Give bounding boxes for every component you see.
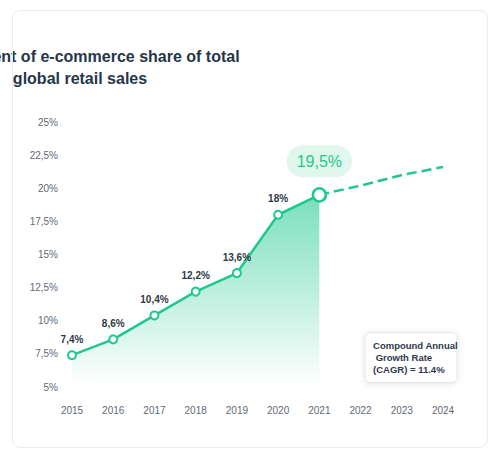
svg-text:10%: 10% xyxy=(38,315,58,326)
svg-text:25%: 25% xyxy=(38,117,58,128)
svg-text:8,6%: 8,6% xyxy=(102,318,125,329)
svg-text:2021: 2021 xyxy=(308,405,331,416)
svg-text:17,5%: 17,5% xyxy=(30,216,58,227)
svg-text:15%: 15% xyxy=(38,249,58,260)
svg-text:Compound Annual: Compound Annual xyxy=(373,340,458,351)
svg-text:Development of e-commerce shar: Development of e-commerce share of total xyxy=(0,48,244,65)
svg-text:2017: 2017 xyxy=(143,405,166,416)
svg-text:18%: 18% xyxy=(268,193,288,204)
svg-text:global retail sales: global retail sales xyxy=(13,70,147,87)
svg-text:12,2%: 12,2% xyxy=(181,270,209,281)
svg-text:22,5%: 22,5% xyxy=(30,150,58,161)
svg-text:2020: 2020 xyxy=(267,405,290,416)
svg-text:7,5%: 7,5% xyxy=(35,348,58,359)
svg-text:13,6%: 13,6% xyxy=(223,252,251,263)
svg-text:7,4%: 7,4% xyxy=(61,334,84,345)
svg-text:20%: 20% xyxy=(38,183,58,194)
svg-text:5%: 5% xyxy=(44,382,59,393)
svg-text:2024: 2024 xyxy=(432,405,455,416)
svg-text:2019: 2019 xyxy=(226,405,249,416)
svg-text:12,5%: 12,5% xyxy=(30,282,58,293)
svg-text:2018: 2018 xyxy=(185,405,208,416)
svg-text:10,4%: 10,4% xyxy=(140,294,168,305)
svg-text:2022: 2022 xyxy=(349,405,372,416)
svg-text:Growth Rate: Growth Rate xyxy=(373,352,435,363)
svg-text:2016: 2016 xyxy=(102,405,125,416)
svg-text:(CAGR) = 11.4%: (CAGR) = 11.4% xyxy=(373,364,445,375)
svg-text:2015: 2015 xyxy=(61,405,84,416)
svg-text:2023: 2023 xyxy=(391,405,414,416)
svg-text:19,5%: 19,5% xyxy=(297,153,342,170)
